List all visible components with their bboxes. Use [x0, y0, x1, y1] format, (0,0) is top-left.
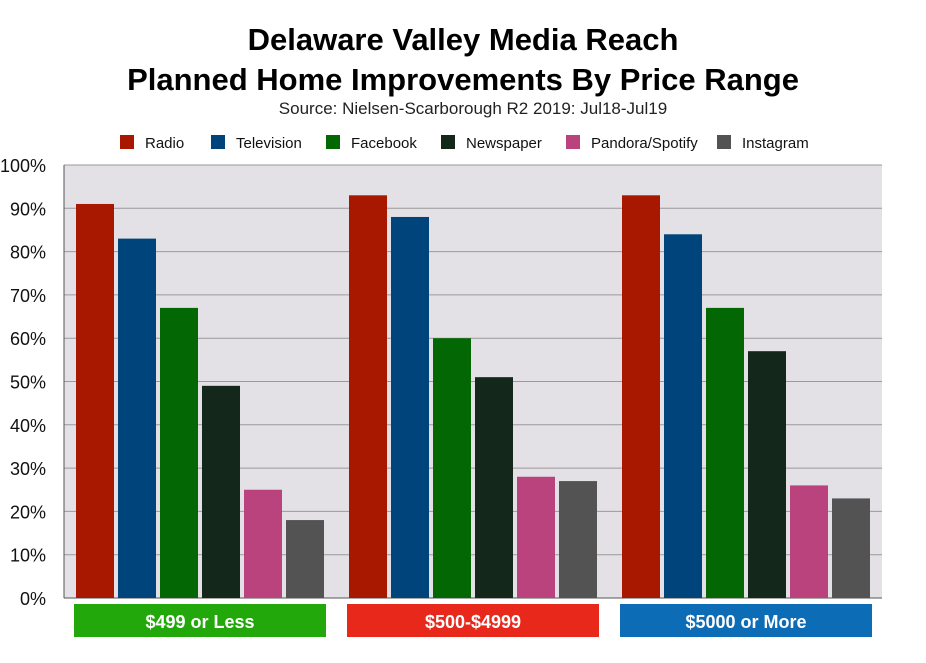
- y-tick-label: 80%: [10, 243, 46, 263]
- bar-radio-2: [349, 195, 387, 598]
- bar-radio-1: [76, 203, 114, 598]
- y-tick-label: 40%: [10, 416, 46, 436]
- category-label: $500-$4999: [425, 612, 521, 632]
- legend-swatch: [211, 135, 225, 149]
- legend-label: Facebook: [351, 135, 417, 152]
- category-label-box: [620, 604, 872, 637]
- category-label-box: [347, 604, 599, 637]
- y-tick-label: 0%: [20, 589, 46, 609]
- legend-swatch: [326, 135, 340, 149]
- category-label: $5000 or More: [685, 612, 806, 632]
- legend-label: Pandora/Spotify: [591, 135, 698, 152]
- bar-television-2: [391, 216, 429, 598]
- bar-pandora-spotify-1: [244, 489, 282, 598]
- bar-instagram-3: [832, 498, 870, 598]
- legend-swatch: [566, 135, 580, 149]
- y-tick-label: 50%: [10, 373, 46, 393]
- legend-label: Television: [236, 135, 302, 152]
- bar-instagram-1: [286, 520, 324, 598]
- bar-television-1: [118, 238, 156, 599]
- category-label-box: [74, 604, 326, 637]
- category-label: $499 or Less: [145, 612, 254, 632]
- legend-label: Instagram: [742, 135, 809, 152]
- bar-television-3: [664, 234, 702, 598]
- y-tick-label: 20%: [10, 502, 46, 522]
- bar-newspaper-2: [475, 377, 513, 598]
- bar-facebook-2: [433, 338, 471, 598]
- bar-newspaper-1: [202, 385, 240, 598]
- y-tick-label: 60%: [10, 329, 46, 349]
- bar-pandora-spotify-3: [790, 485, 828, 598]
- legend-label: Newspaper: [466, 135, 542, 152]
- chart-title: Delaware Valley Media Reach: [247, 22, 679, 57]
- legend-swatch: [120, 135, 134, 149]
- y-tick-label: 10%: [10, 546, 46, 566]
- legend-swatch: [441, 135, 455, 149]
- y-tick-label: 90%: [10, 199, 46, 219]
- bar-pandora-spotify-2: [517, 476, 555, 598]
- chart-subtitle: Planned Home Improvements By Price Range: [127, 62, 799, 97]
- y-tick-label: 100%: [0, 156, 46, 176]
- bar-radio-3: [622, 195, 660, 598]
- legend-swatch: [717, 135, 731, 149]
- chart-source: Source: Nielsen-Scarborough R2 2019: Jul…: [278, 99, 668, 118]
- legend-label: Radio: [145, 135, 184, 152]
- bar-instagram-2: [559, 481, 597, 598]
- bar-facebook-1: [160, 307, 198, 598]
- bar-facebook-3: [706, 307, 744, 598]
- y-tick-label: 70%: [10, 286, 46, 306]
- bar-newspaper-3: [748, 351, 786, 598]
- y-tick-label: 30%: [10, 459, 46, 479]
